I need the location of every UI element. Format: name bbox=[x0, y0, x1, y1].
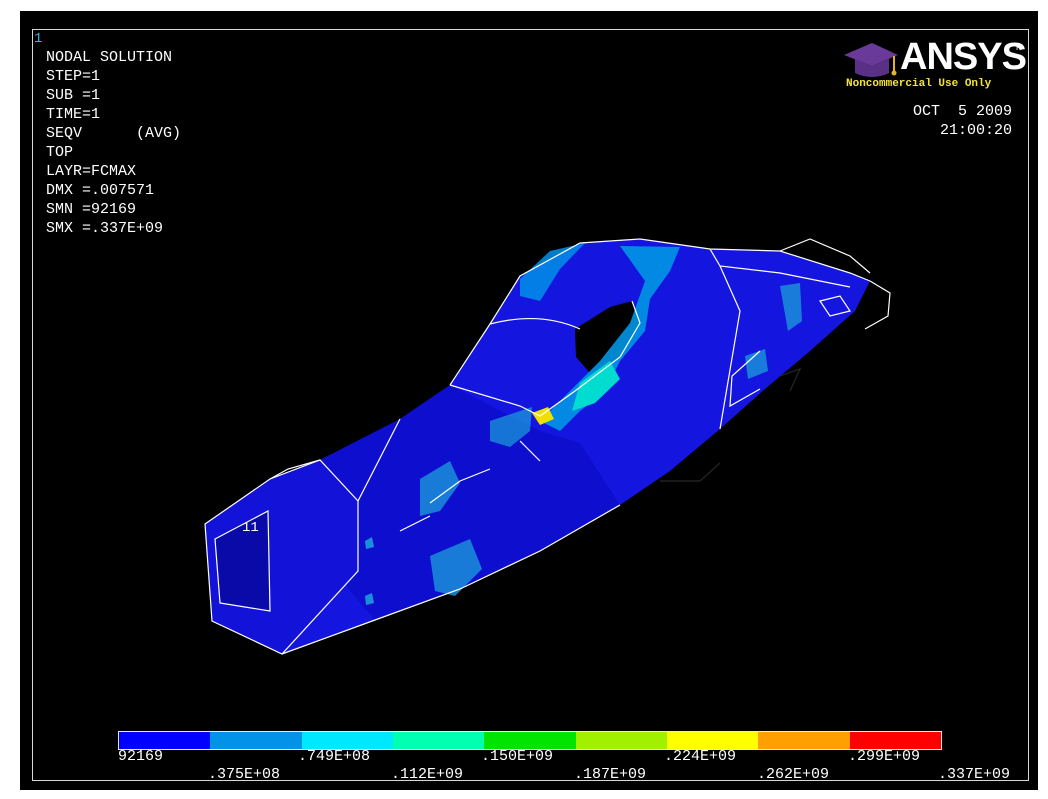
element-edges bbox=[204, 238, 891, 655]
legend-label-bottom-5: .337E+09 bbox=[938, 766, 1011, 783]
info-line-layr: LAYR=FCMAX bbox=[46, 163, 137, 180]
stress-patch bbox=[540, 246, 680, 431]
info-line-dmx: DMX =.007571 bbox=[46, 182, 155, 199]
info-line-step: STEP=1 bbox=[46, 68, 101, 85]
graphics-viewport[interactable]: 1 NODAL SOLUTION STEP=1 SUB =1 TIME=1 SE… bbox=[20, 11, 1038, 790]
logo-license-note: Noncommercial Use Only bbox=[846, 78, 992, 90]
legend-label-top-2: .749E+08 bbox=[298, 748, 371, 765]
legend-label-bottom-2: .112E+09 bbox=[391, 766, 464, 783]
stress-patch bbox=[430, 539, 482, 596]
stress-patch bbox=[490, 407, 532, 447]
legend-swatch-6 bbox=[575, 732, 667, 749]
info-line-smx: SMX =.337E+09 bbox=[46, 220, 164, 237]
stress-patch bbox=[572, 361, 620, 411]
stress-patch bbox=[365, 593, 374, 605]
legend-swatch-3 bbox=[301, 732, 393, 749]
legend-label-bottom-4: .262E+09 bbox=[757, 766, 830, 783]
legend-swatch-7 bbox=[666, 732, 759, 749]
solution-title: NODAL SOLUTION bbox=[46, 49, 173, 66]
legend-label-top-4: .224E+09 bbox=[664, 748, 737, 765]
stress-patch bbox=[420, 461, 460, 516]
legend-swatch-4 bbox=[392, 732, 485, 749]
nose-opening bbox=[215, 511, 270, 611]
legend-swatch-5 bbox=[484, 732, 576, 749]
stress-patch bbox=[745, 349, 768, 379]
time-text: 21:00:20 bbox=[939, 122, 1012, 139]
node-label: 11 bbox=[242, 520, 259, 536]
legend-swatch-1 bbox=[119, 732, 211, 749]
undeformed-edges bbox=[660, 367, 802, 482]
info-line-top: TOP bbox=[46, 144, 74, 161]
legend-swatch-9 bbox=[849, 732, 941, 749]
info-line-seqv: SEQV (AVG) bbox=[46, 125, 182, 142]
logo-trademark: R bbox=[1016, 43, 1022, 52]
chassis-side-shade bbox=[320, 385, 620, 620]
stress-patch bbox=[520, 243, 585, 301]
cockpit-opening bbox=[575, 301, 640, 373]
logo-wordmark: ANSYS bbox=[900, 36, 1027, 78]
legend-label-bottom-1: .375E+08 bbox=[208, 766, 281, 783]
window-number: 1 bbox=[34, 31, 43, 47]
legend-label-top-3: .150E+09 bbox=[481, 748, 554, 765]
legend-label-bottom-3: .187E+09 bbox=[574, 766, 647, 783]
info-line-sub: SUB =1 bbox=[46, 87, 101, 104]
stress-patch bbox=[365, 537, 374, 549]
stress-patch bbox=[780, 283, 802, 331]
graduation-cap-icon bbox=[844, 43, 898, 77]
legend-swatch-2 bbox=[210, 732, 302, 749]
info-line-time: TIME=1 bbox=[46, 106, 101, 123]
date-text: OCT 5 2009 bbox=[912, 103, 1012, 120]
fe-model-contour: 11 bbox=[204, 238, 891, 655]
date-block: OCT 5 2009 21:00:20 bbox=[913, 102, 1012, 140]
info-line-smn: SMN =92169 bbox=[46, 201, 137, 218]
ansys-logo: ANSYS R Noncommercial Use Only bbox=[840, 37, 1030, 99]
legend-swatch-8 bbox=[758, 732, 850, 749]
solution-info-block: NODAL SOLUTION STEP=1 SUB =1 TIME=1 SEQV… bbox=[46, 48, 181, 238]
contour-legend-bar bbox=[118, 731, 942, 750]
graphics-window-frame bbox=[32, 29, 1029, 781]
legend-label-top-1: 92169 bbox=[118, 748, 164, 765]
stress-peak bbox=[532, 407, 554, 425]
legend-label-top-5: .299E+09 bbox=[848, 748, 921, 765]
